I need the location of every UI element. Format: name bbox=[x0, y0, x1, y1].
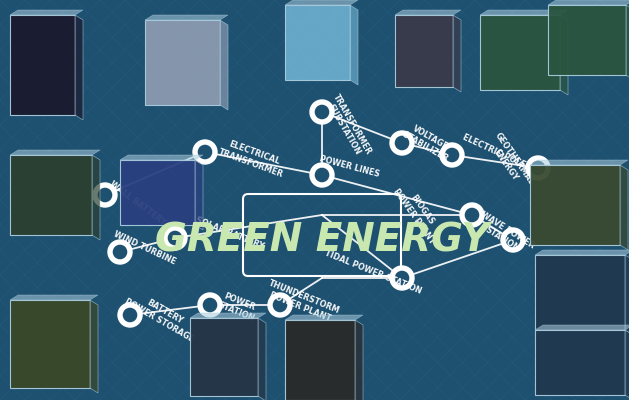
Circle shape bbox=[93, 183, 117, 207]
Circle shape bbox=[396, 136, 409, 150]
Polygon shape bbox=[92, 155, 100, 240]
Text: POWER
STATION: POWER STATION bbox=[216, 291, 260, 323]
FancyBboxPatch shape bbox=[10, 155, 92, 235]
FancyBboxPatch shape bbox=[10, 15, 75, 115]
Text: TRANSFORMER
SUBSTATION: TRANSFORMER SUBSTATION bbox=[323, 92, 374, 162]
Circle shape bbox=[123, 308, 136, 322]
Polygon shape bbox=[10, 10, 83, 15]
FancyBboxPatch shape bbox=[548, 5, 626, 75]
Polygon shape bbox=[10, 295, 98, 300]
Text: BATTERY
POWER STORAGE: BATTERY POWER STORAGE bbox=[123, 288, 201, 344]
Text: ELECTRIC POLES: ELECTRIC POLES bbox=[462, 132, 533, 172]
Polygon shape bbox=[548, 0, 629, 5]
Circle shape bbox=[506, 233, 520, 246]
Polygon shape bbox=[190, 313, 266, 318]
Polygon shape bbox=[560, 15, 568, 95]
Circle shape bbox=[163, 226, 187, 250]
Circle shape bbox=[193, 140, 217, 164]
Polygon shape bbox=[625, 330, 629, 400]
Circle shape bbox=[310, 163, 334, 187]
Polygon shape bbox=[285, 315, 363, 320]
Circle shape bbox=[310, 100, 334, 124]
FancyBboxPatch shape bbox=[530, 165, 620, 245]
FancyBboxPatch shape bbox=[285, 320, 355, 400]
Polygon shape bbox=[258, 318, 266, 400]
FancyBboxPatch shape bbox=[480, 15, 560, 90]
Polygon shape bbox=[350, 5, 358, 85]
Circle shape bbox=[532, 161, 545, 174]
Polygon shape bbox=[355, 320, 363, 400]
FancyBboxPatch shape bbox=[285, 5, 350, 80]
Polygon shape bbox=[220, 20, 228, 110]
Polygon shape bbox=[535, 325, 629, 330]
Circle shape bbox=[460, 203, 484, 227]
Circle shape bbox=[169, 231, 182, 244]
Polygon shape bbox=[620, 165, 628, 250]
Polygon shape bbox=[395, 10, 461, 15]
Text: BIOGAS
POWER PLANT: BIOGAS POWER PLANT bbox=[391, 181, 445, 245]
Circle shape bbox=[445, 148, 459, 162]
Polygon shape bbox=[535, 250, 629, 255]
Text: WIND TURBINE: WIND TURBINE bbox=[113, 230, 177, 266]
Text: ELECTRICAL
TRANSFORMER: ELECTRICAL TRANSFORMER bbox=[218, 137, 289, 179]
Text: WALL BATTERY: WALL BATTERY bbox=[108, 179, 168, 227]
FancyBboxPatch shape bbox=[535, 255, 625, 330]
Text: THUNDERSTORM
POWER PLANT: THUNDERSTORM POWER PLANT bbox=[263, 279, 341, 325]
Text: WAVE POWER
STATION: WAVE POWER STATION bbox=[474, 210, 537, 260]
Circle shape bbox=[315, 168, 328, 182]
FancyBboxPatch shape bbox=[395, 15, 453, 87]
Circle shape bbox=[268, 293, 292, 317]
Text: POWER LINES: POWER LINES bbox=[319, 155, 381, 179]
Circle shape bbox=[98, 188, 111, 202]
Circle shape bbox=[501, 228, 525, 252]
Circle shape bbox=[203, 298, 216, 312]
Polygon shape bbox=[195, 160, 203, 230]
Text: TIDAL POWER STATION: TIDAL POWER STATION bbox=[323, 248, 423, 296]
Circle shape bbox=[390, 131, 414, 155]
Circle shape bbox=[396, 271, 409, 285]
Polygon shape bbox=[10, 150, 100, 155]
FancyBboxPatch shape bbox=[145, 20, 220, 105]
FancyBboxPatch shape bbox=[190, 318, 258, 396]
Polygon shape bbox=[145, 15, 228, 20]
Polygon shape bbox=[453, 15, 461, 92]
Circle shape bbox=[274, 298, 287, 312]
Circle shape bbox=[198, 293, 222, 317]
Polygon shape bbox=[530, 160, 628, 165]
Circle shape bbox=[108, 240, 132, 264]
Polygon shape bbox=[625, 255, 629, 335]
FancyBboxPatch shape bbox=[535, 330, 625, 395]
Text: SOLAR BATTERY: SOLAR BATTERY bbox=[194, 215, 265, 251]
Polygon shape bbox=[75, 15, 83, 120]
Text: VOLTAGE
STABILIZER: VOLTAGE STABILIZER bbox=[401, 121, 455, 163]
FancyBboxPatch shape bbox=[10, 300, 90, 388]
FancyBboxPatch shape bbox=[120, 160, 195, 225]
Polygon shape bbox=[285, 0, 358, 5]
Polygon shape bbox=[480, 10, 568, 15]
Circle shape bbox=[118, 303, 142, 327]
Text: GREEN ENERGY: GREEN ENERGY bbox=[155, 222, 489, 260]
Polygon shape bbox=[90, 300, 98, 393]
Polygon shape bbox=[626, 5, 629, 80]
Text: GEOTHERMAL
ENERGY: GEOTHERMAL ENERGY bbox=[484, 131, 536, 193]
Circle shape bbox=[198, 145, 211, 158]
Circle shape bbox=[315, 105, 328, 119]
Circle shape bbox=[113, 245, 126, 258]
Circle shape bbox=[526, 156, 550, 180]
Circle shape bbox=[440, 143, 464, 167]
Polygon shape bbox=[120, 155, 203, 160]
Circle shape bbox=[390, 266, 414, 290]
Circle shape bbox=[465, 208, 479, 222]
